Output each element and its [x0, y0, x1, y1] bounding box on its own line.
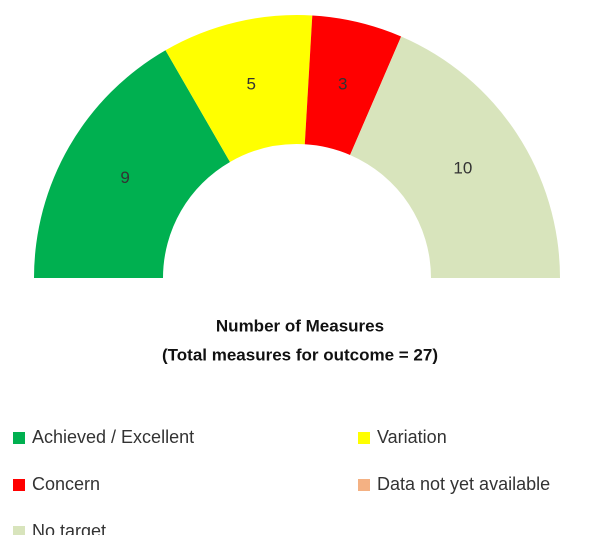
- value-label: 10: [453, 158, 472, 177]
- chart-subtitle: (Total measures for outcome = 27): [162, 345, 438, 364]
- legend-swatch: [13, 526, 25, 535]
- donut-segment: [350, 36, 560, 279]
- donut-segment: [34, 50, 230, 278]
- legend-label: Variation: [377, 427, 447, 447]
- donut-segment: [165, 14, 313, 162]
- legend-label: Concern: [32, 474, 100, 494]
- legend-label: Achieved / Excellent: [32, 427, 194, 447]
- legend-swatch: [358, 479, 370, 491]
- legend-swatch: [358, 432, 370, 444]
- legend-swatch: [13, 432, 25, 444]
- chart-title: Number of Measures: [216, 316, 384, 335]
- value-label: 3: [338, 74, 347, 93]
- value-label: 9: [120, 168, 129, 187]
- donut-segment: [304, 15, 402, 155]
- legend-label: Data not yet available: [377, 474, 550, 494]
- legend-label: No target: [32, 521, 106, 535]
- value-label: 5: [246, 74, 255, 93]
- legend-swatch: [13, 479, 25, 491]
